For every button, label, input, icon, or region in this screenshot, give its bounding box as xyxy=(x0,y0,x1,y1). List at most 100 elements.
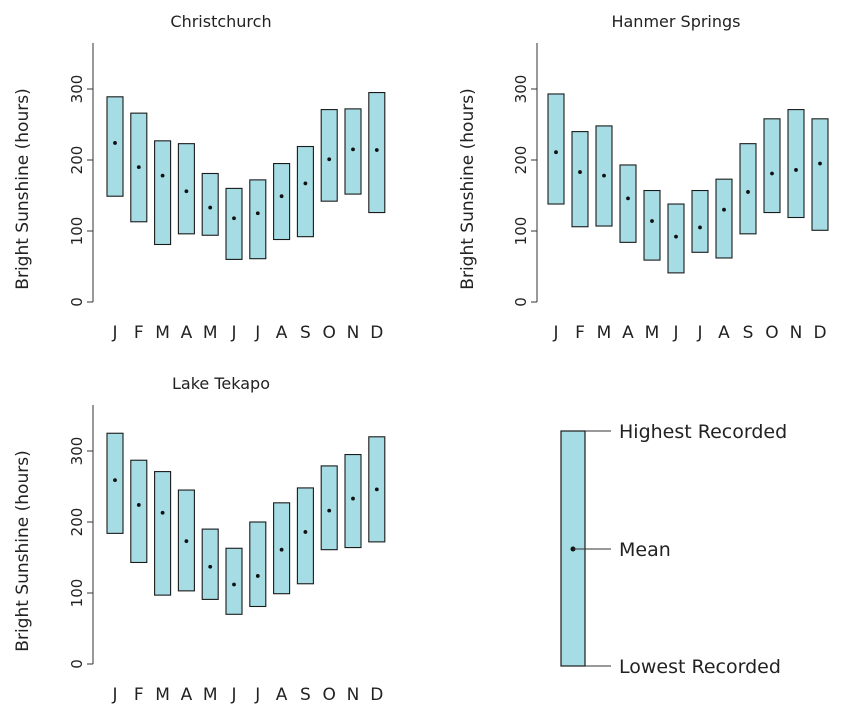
range-bar xyxy=(763,118,781,214)
x-tick-label: S xyxy=(300,685,311,705)
x-tick-label: D xyxy=(370,323,383,343)
x-tick-label: N xyxy=(790,323,803,343)
range-bar xyxy=(691,189,709,253)
legend-highest-label: Highest Recorded xyxy=(619,421,787,443)
legend-mean-label: Mean xyxy=(619,539,671,561)
y-tick-label: 0 xyxy=(68,297,86,307)
mean-point xyxy=(626,196,630,201)
x-tick-label: O xyxy=(765,323,778,343)
mean-point xyxy=(160,510,165,515)
panel-lake-tekapo: Lake Tekapo Bright Sunshine (hours) 0 100… xyxy=(13,374,386,705)
mean-point xyxy=(351,496,355,501)
y-tick-label: 300 xyxy=(68,437,86,466)
x-tick-label: A xyxy=(622,323,634,343)
range-bar xyxy=(344,108,362,195)
mean-point xyxy=(770,171,774,176)
x-tick-label: N xyxy=(347,323,360,343)
mean-point xyxy=(351,147,355,152)
mean-point xyxy=(578,170,582,174)
range-bar xyxy=(368,92,386,214)
mean-point xyxy=(184,189,189,194)
x-tick-label: F xyxy=(134,685,144,705)
mean-point xyxy=(184,539,189,544)
range-bar xyxy=(643,189,661,261)
mean-point xyxy=(255,574,260,578)
x-tick-label: J xyxy=(111,685,117,705)
x-tick-label: N xyxy=(347,685,360,705)
mean-point xyxy=(303,181,308,186)
range-bar xyxy=(320,465,338,551)
x-tick-label: O xyxy=(323,685,336,705)
range-bar xyxy=(571,131,589,228)
mean-point xyxy=(303,530,308,534)
x-tick-label: M xyxy=(155,323,170,343)
legend-key: Highest Recorded Mean Lowest Recorded xyxy=(560,421,787,678)
y-tick-label: 200 xyxy=(68,508,86,537)
range-bar xyxy=(249,179,267,260)
range-bar xyxy=(201,528,219,600)
range-bar xyxy=(154,140,172,246)
range-bar xyxy=(201,172,219,236)
range-bar xyxy=(249,521,267,608)
panel-title: Hanmer Springs xyxy=(611,12,740,31)
x-tick-label: F xyxy=(134,323,144,343)
range-bar xyxy=(154,471,172,596)
y-tick-label: 300 xyxy=(68,75,86,104)
mean-point xyxy=(794,168,798,172)
mean-point xyxy=(698,225,702,230)
y-tick-label: 100 xyxy=(512,217,530,246)
x-tick-label: J xyxy=(230,685,236,705)
x-tick-label: S xyxy=(743,323,754,343)
x-tick-label: J xyxy=(254,323,260,343)
x-tick-label: J xyxy=(552,323,558,343)
mean-point xyxy=(554,150,558,155)
x-tick-label: D xyxy=(370,685,383,705)
range-bar xyxy=(273,163,291,241)
range-bar xyxy=(811,118,829,231)
y-tick-label: 200 xyxy=(68,146,86,175)
mean-point xyxy=(374,487,379,492)
x-tick-label: M xyxy=(645,323,660,343)
panel-christchurch: Christchurch Bright Sunshine (hours) 0 10… xyxy=(13,12,386,343)
x-tick-label: O xyxy=(323,323,336,343)
x-tick-label: A xyxy=(181,323,193,343)
range-bar xyxy=(225,547,243,615)
range-bar xyxy=(619,164,637,243)
y-tick-label: 100 xyxy=(68,579,86,608)
mean-point xyxy=(818,161,822,166)
x-tick-label: M xyxy=(597,323,612,343)
x-tick-label: S xyxy=(300,323,311,343)
panel-hanmer-springs: Hanmer Springs Bright Sunshine (hours) 0… xyxy=(458,12,829,343)
mean-point xyxy=(374,148,379,152)
y-tick-label: 200 xyxy=(512,146,530,175)
x-tick-label: J xyxy=(230,323,236,343)
x-tick-label: A xyxy=(276,323,288,343)
mean-point xyxy=(279,547,284,552)
x-tick-label: J xyxy=(254,685,260,705)
range-bar xyxy=(106,432,124,534)
mean-point xyxy=(208,564,213,569)
x-tick-label: J xyxy=(111,323,117,343)
y-tick-label: 0 xyxy=(68,659,86,669)
mean-point xyxy=(160,173,165,178)
x-tick-label: J xyxy=(696,323,702,343)
range-bar xyxy=(296,487,314,585)
range-bar xyxy=(177,143,195,235)
y-axis-label: Bright Sunshine (hours) xyxy=(13,450,33,651)
x-tick-label: M xyxy=(155,685,170,705)
range-bar xyxy=(106,96,124,197)
x-tick-label: M xyxy=(203,685,218,705)
mean-point xyxy=(113,478,117,483)
mean-point xyxy=(136,503,141,507)
range-bar xyxy=(320,109,338,202)
mean-point xyxy=(674,234,678,239)
x-tick-label: D xyxy=(813,323,826,343)
y-axis-label: Bright Sunshine (hours) xyxy=(13,88,33,289)
range-bar xyxy=(344,453,362,549)
x-tick-label: A xyxy=(718,323,730,343)
mean-point xyxy=(650,219,654,223)
mean-point xyxy=(113,141,117,145)
y-tick-label: 300 xyxy=(512,75,530,104)
range-bar xyxy=(296,145,314,238)
